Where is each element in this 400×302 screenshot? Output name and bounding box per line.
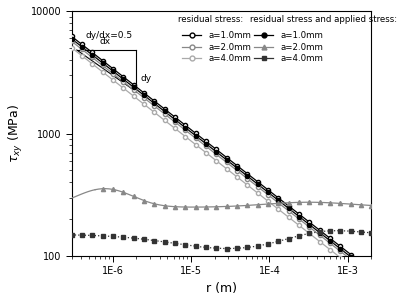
Text: residual stress:: residual stress: — [178, 14, 243, 24]
Text: dx: dx — [99, 37, 110, 46]
X-axis label: r (m): r (m) — [206, 282, 237, 295]
Y-axis label: $\tau_{xy}$ (MPa): $\tau_{xy}$ (MPa) — [7, 104, 25, 163]
Legend: a=1.0mm, a=2.0mm, a=4.0mm: a=1.0mm, a=2.0mm, a=4.0mm — [254, 31, 323, 63]
Text: residual stress and applied stress:: residual stress and applied stress: — [250, 14, 397, 24]
Text: dy: dy — [141, 74, 152, 83]
Text: dy/dx=0.5: dy/dx=0.5 — [85, 31, 132, 40]
